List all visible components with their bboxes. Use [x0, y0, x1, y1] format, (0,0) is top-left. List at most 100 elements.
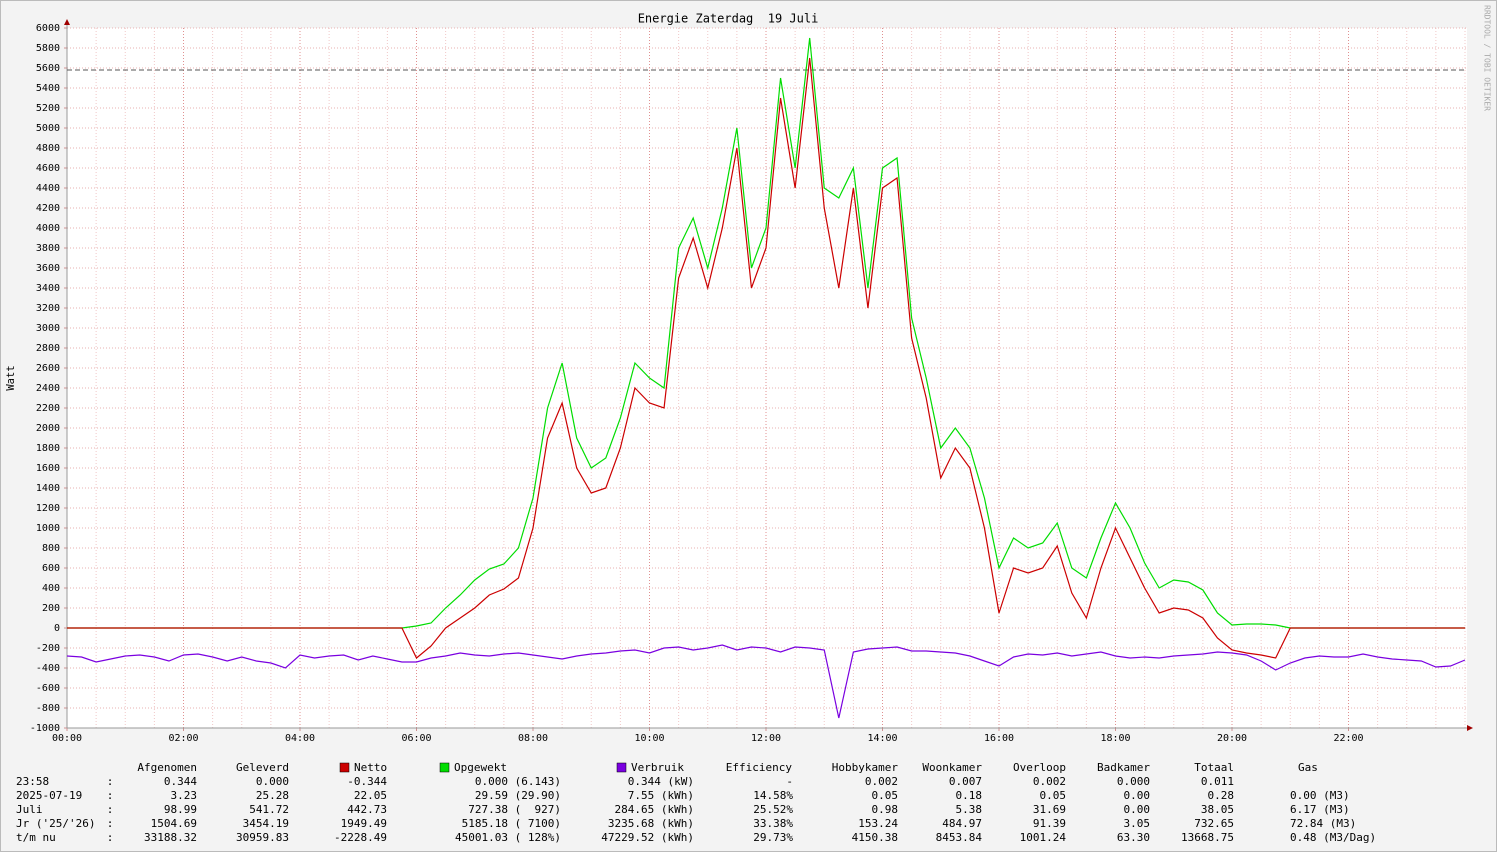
y-tick-label: 4600: [36, 163, 60, 174]
y-tick-label: -200: [36, 643, 60, 654]
y-tick-label: 2800: [36, 343, 60, 354]
table-cell: 25.52%: [753, 803, 793, 816]
y-tick-label: 0: [54, 623, 60, 634]
y-tick-label: 1000: [36, 523, 60, 534]
y-axis-label: Watt: [5, 365, 17, 390]
table-cell: 31.69: [1033, 803, 1066, 816]
table-cell: -0.344: [347, 775, 387, 788]
table-cell: 0.011: [1201, 775, 1234, 788]
table-cell: 5185.18 ( 7100): [462, 817, 561, 830]
y-tick-label: 800: [42, 543, 60, 554]
x-tick-label: 12:00: [751, 733, 781, 744]
y-tick-label: 3400: [36, 283, 60, 294]
table-cell: 38.05: [1201, 803, 1234, 816]
table-cell: 0.344: [164, 775, 197, 788]
table-cell: :: [107, 803, 114, 816]
table-cell: Jr ('25/'26): [16, 817, 95, 830]
table-header: Geleverd: [236, 761, 289, 774]
table-cell: -2228.49: [334, 831, 387, 844]
table-cell: 23:58: [16, 775, 49, 788]
y-tick-label: 5400: [36, 83, 60, 94]
x-tick-label: 00:00: [52, 733, 82, 744]
table-cell: 0.002: [1033, 775, 1066, 788]
table-header: Hobbykamer: [832, 761, 899, 774]
table-cell: 14.58%: [753, 789, 793, 802]
table-cell: 0.05: [872, 789, 899, 802]
y-tick-label: 4800: [36, 143, 60, 154]
y-tick-label: 3000: [36, 323, 60, 334]
table-cell: 1949.49: [341, 817, 387, 830]
table-header: Badkamer: [1097, 761, 1150, 774]
table-cell: :: [107, 775, 114, 788]
y-tick-label: 600: [42, 563, 60, 574]
x-tick-label: 08:00: [518, 733, 548, 744]
table-cell: 0.007: [949, 775, 982, 788]
plot-area: [67, 28, 1467, 728]
legend-label: Netto: [354, 761, 387, 774]
y-tick-label: -1000: [30, 723, 60, 734]
table-cell: 29.59 (29.90): [475, 789, 561, 802]
table-cell: 0.00: [1124, 789, 1151, 802]
y-tick-label: 1400: [36, 483, 60, 494]
table-cell: 13668.75: [1181, 831, 1234, 844]
table-cell: 0.05: [1040, 789, 1067, 802]
y-tick-label: 3600: [36, 263, 60, 274]
table-header: Gas: [1298, 761, 1318, 774]
table-cell: 0.48 (M3/Dag): [1290, 831, 1376, 844]
x-tick-label: 22:00: [1333, 733, 1363, 744]
x-tick-label: 20:00: [1217, 733, 1247, 744]
y-tick-label: 2600: [36, 363, 60, 374]
series-line: [66, 644, 1466, 719]
table-cell: 3.05: [1124, 817, 1151, 830]
x-tick-label: 02:00: [168, 733, 198, 744]
table-cell: 541.72: [249, 803, 289, 816]
y-tick-label: 5600: [36, 63, 60, 74]
y-tick-label: 4400: [36, 183, 60, 194]
table-cell: 0.002: [865, 775, 898, 788]
table-cell: 0.00: [1124, 803, 1151, 816]
table-cell: :: [107, 831, 114, 844]
table-cell: 98.99: [164, 803, 197, 816]
table-cell: 0.00 (M3): [1290, 789, 1350, 802]
table-cell: 3235.68 (kWh): [608, 817, 694, 830]
series-line: [67, 57, 1465, 659]
table-cell: 25.28: [256, 789, 289, 802]
legend-label: Opgewekt: [454, 761, 507, 774]
table-cell: 442.73: [347, 803, 387, 816]
y-tick-label: 400: [42, 583, 60, 594]
table-cell: 1504.69: [151, 817, 197, 830]
table-cell: -: [786, 775, 793, 788]
table-cell: 284.65 (kWh): [615, 803, 694, 816]
table-header: Overloop: [1013, 761, 1066, 774]
y-tick-label: 1200: [36, 503, 60, 514]
table-cell: :: [107, 789, 114, 802]
table-cell: 732.65: [1194, 817, 1234, 830]
table-cell: 3454.19: [243, 817, 289, 830]
table-header: Totaal: [1194, 761, 1234, 774]
y-tick-label: 2000: [36, 423, 60, 434]
y-tick-label: -600: [36, 683, 60, 694]
table-cell: 727.38 ( 927): [468, 803, 561, 816]
y-tick-label: 2400: [36, 383, 60, 394]
table-cell: 3.23: [171, 789, 198, 802]
table-cell: 22.05: [354, 789, 387, 802]
table-cell: 33.38%: [753, 817, 793, 830]
legend-swatch: [339, 762, 350, 773]
chart-title: Energie Zaterdag 19 Juli: [638, 12, 819, 26]
table-cell: 484.97: [942, 817, 982, 830]
y-tick-label: 6000: [36, 23, 60, 34]
table-header: Efficiency: [726, 761, 793, 774]
y-tick-label: -800: [36, 703, 60, 714]
table-cell: 0.000 (6.143): [475, 775, 561, 788]
y-tick-label: 4200: [36, 203, 60, 214]
y-tick-label: 5800: [36, 43, 60, 54]
table-cell: 29.73%: [753, 831, 793, 844]
y-tick-label: 5200: [36, 103, 60, 114]
table-cell: 33188.32: [144, 831, 197, 844]
table-cell: :: [107, 817, 114, 830]
y-tick-label: -400: [36, 663, 60, 674]
x-arrow: [1467, 725, 1473, 731]
table-cell: 1001.24: [1020, 831, 1067, 844]
table-cell: 72.84 (M3): [1290, 817, 1356, 830]
table-cell: 0.000: [1117, 775, 1150, 788]
